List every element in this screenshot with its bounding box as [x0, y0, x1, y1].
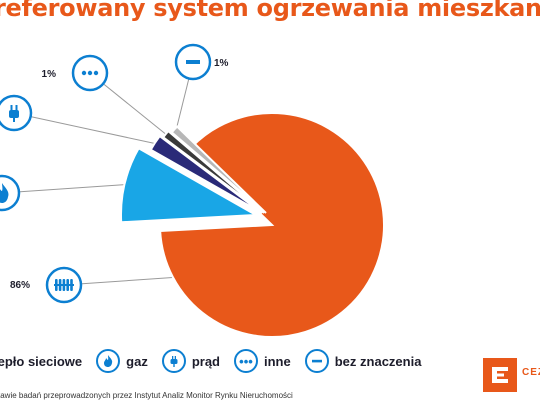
legend-item-electricity: prąd	[161, 349, 220, 373]
source-note: stawie badań przeprowadzonych przez Inst…	[0, 391, 293, 400]
legend: iepło sieciowe gaz prąd ••• inne bez zna…	[0, 346, 435, 376]
logo-text: CEZ	[522, 367, 540, 378]
plug-icon	[0, 94, 33, 132]
chart-title: referowany system ogrzewania mieszkan	[0, 0, 540, 22]
legend-label: prąd	[191, 353, 220, 369]
slice-label-other: 1%	[42, 69, 57, 80]
radiator-icon	[45, 266, 83, 304]
flame-icon	[96, 349, 121, 373]
pie-slice-no-preference	[170, 125, 267, 214]
slice-label-no-preference: 1%	[214, 58, 229, 69]
dots-icon	[71, 54, 109, 92]
legend-label: iepło sieciowe	[0, 353, 83, 369]
legend-label: inne	[264, 353, 291, 369]
legend-label: gaz	[126, 353, 148, 369]
plug-icon	[161, 349, 186, 373]
flame-icon	[0, 174, 21, 212]
leader-line-gas	[1, 184, 127, 194]
pie-slice-other	[161, 129, 265, 214]
pie-slice-electricity	[149, 134, 263, 214]
legend-label: bez znaczenia	[334, 353, 422, 369]
dots-icon: •••	[234, 349, 258, 373]
pie-slice-gas	[120, 146, 260, 224]
minus-icon	[304, 349, 329, 373]
legend-item-no-preference: bez znaczenia	[304, 349, 422, 373]
pie-slices	[120, 112, 385, 338]
minus-icon	[174, 43, 212, 81]
legend-item-other: ••• inne	[234, 349, 291, 373]
legend-item-gas: gaz	[96, 349, 148, 373]
legend-item-district-heating: iepło sieciowe	[0, 354, 82, 369]
slice-label-district-heating: 86%	[10, 280, 30, 291]
cez-logo-icon	[483, 358, 517, 392]
leader-line-electricity	[13, 112, 157, 145]
slice-callouts: 86% 1% 1%	[0, 43, 229, 304]
